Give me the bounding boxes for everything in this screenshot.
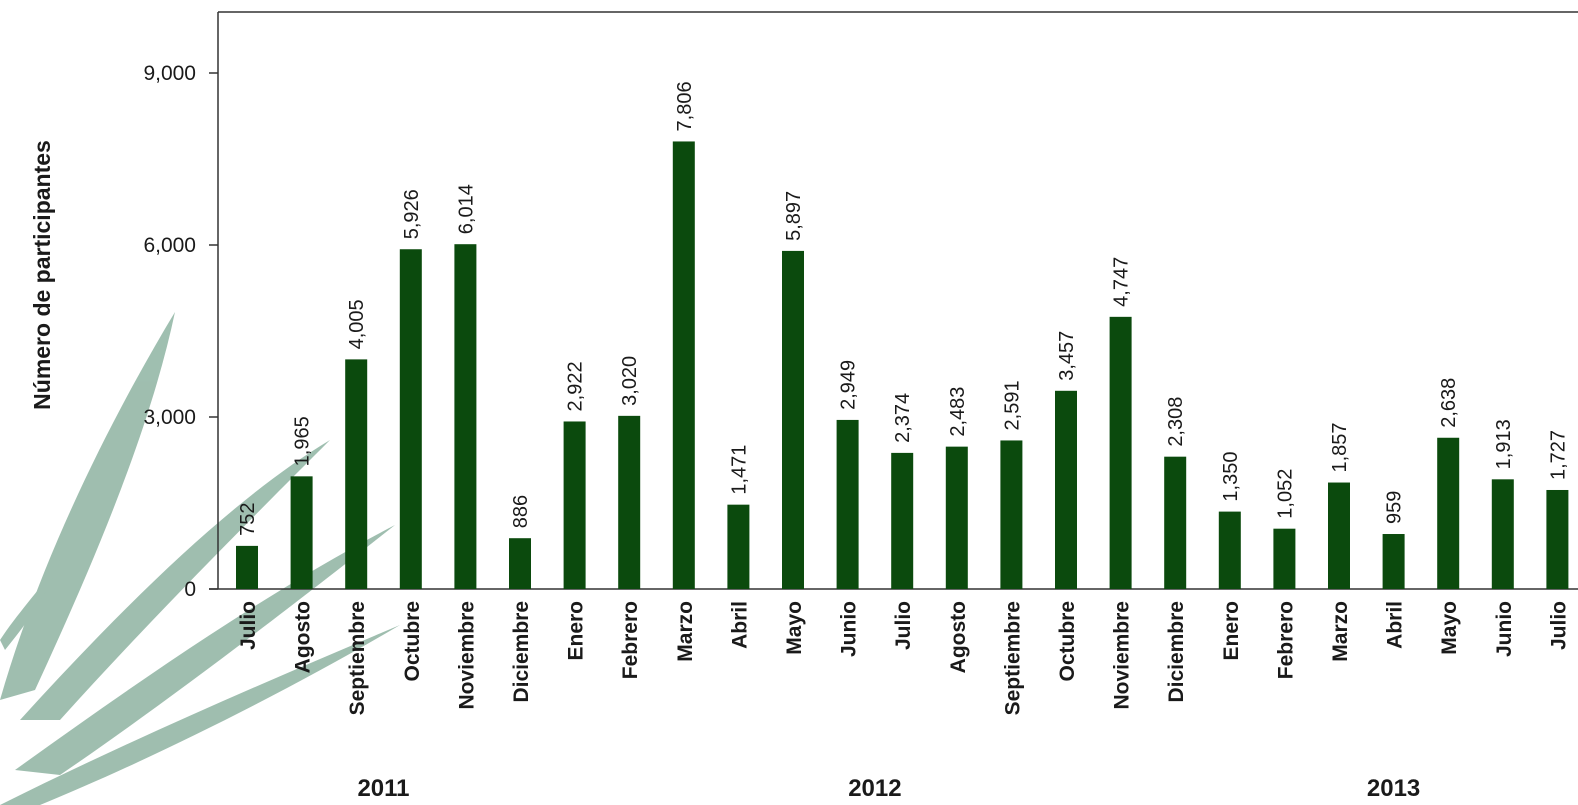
bar	[1328, 482, 1350, 589]
value-label: 2,374	[892, 393, 914, 443]
bar	[782, 250, 804, 589]
category-label: Noviembre	[1111, 601, 1134, 710]
value-label: 2,638	[1438, 378, 1460, 428]
bar	[836, 419, 859, 589]
category-label: Mayo	[783, 601, 806, 655]
y-axis-title: Número de participantes	[29, 140, 55, 410]
category-label: Agosto	[947, 601, 970, 673]
year-label: 2013	[1367, 775, 1420, 802]
value-label: 2,949	[838, 360, 860, 410]
background-leaf-decoration	[0, 312, 400, 805]
category-label: Marzo	[1329, 601, 1352, 662]
bar	[509, 538, 531, 589]
category-label: Julio	[892, 601, 915, 650]
plot-frame	[217, 11, 1578, 589]
year-label: 2011	[357, 775, 409, 802]
bar	[1491, 479, 1514, 589]
bar	[1109, 316, 1132, 589]
value-label: 752	[237, 503, 259, 536]
category-labels: Julio Agosto Septiembre Octubre Noviembre Dic…	[237, 601, 1570, 715]
value-label: 5,926	[401, 189, 423, 239]
bar	[891, 452, 914, 589]
y-tick-label: 6,000	[143, 234, 196, 257]
category-label: Junio	[1493, 601, 1516, 657]
category-label: Enero	[1220, 601, 1243, 661]
value-label: 6,014	[455, 184, 477, 234]
value-label: 2,483	[947, 387, 969, 437]
category-label: Julio	[237, 601, 260, 650]
year-label: 2012	[848, 775, 901, 802]
bars	[236, 141, 1569, 589]
bar	[1164, 456, 1187, 589]
value-label: 4,005	[346, 299, 368, 349]
y-axis-ticks: 0 3,000 6,000 9,000	[143, 62, 218, 601]
bar	[563, 421, 586, 589]
bar	[618, 415, 641, 589]
bar	[1382, 534, 1405, 589]
value-label: 2,591	[1001, 380, 1023, 430]
category-label: Agosto	[292, 601, 315, 673]
category-label: Septiembre	[1001, 601, 1024, 715]
bar	[1218, 511, 1241, 589]
value-label: 2,308	[1165, 397, 1187, 447]
value-label: 959	[1384, 491, 1406, 524]
value-label: 3,457	[1056, 331, 1078, 381]
value-label: 1,857	[1329, 422, 1351, 472]
value-labels: 752 1,965 4,005 5,926 6,014 886 2,922 3,020 7,80…	[237, 81, 1569, 535]
bar	[454, 244, 477, 589]
bar	[399, 249, 422, 589]
category-label: Julio	[1547, 601, 1570, 650]
category-label: Abril	[1384, 601, 1407, 649]
y-tick-label: 9,000	[143, 62, 196, 85]
category-label: Febrero	[1274, 601, 1297, 679]
category-label: Junio	[838, 601, 861, 657]
category-label: Diciembre	[1165, 601, 1188, 703]
category-label: Septiembre	[346, 601, 369, 715]
category-label: Febrero	[619, 601, 642, 679]
y-tick-label: 3,000	[143, 406, 196, 429]
value-label: 7,806	[674, 81, 696, 131]
bar	[345, 359, 368, 589]
value-label: 1,052	[1274, 469, 1296, 519]
value-label: 1,350	[1220, 452, 1242, 502]
year-labels: 2011 2012 2013	[357, 775, 1420, 802]
bar	[1437, 437, 1460, 589]
bar	[672, 141, 695, 589]
category-label: Abril	[728, 601, 751, 649]
bar	[945, 446, 968, 589]
category-label: Diciembre	[510, 601, 533, 703]
value-label: 886	[510, 495, 532, 528]
value-label: 1,471	[728, 445, 750, 495]
value-label: 1,727	[1547, 430, 1569, 480]
value-label: 5,897	[783, 191, 805, 241]
category-label: Octubre	[401, 601, 424, 682]
value-label: 2,922	[565, 361, 587, 411]
bar	[1000, 440, 1023, 589]
bar	[1055, 390, 1077, 589]
y-tick-label: 0	[184, 578, 196, 601]
category-label: Mayo	[1438, 601, 1461, 655]
bar	[290, 476, 313, 589]
value-label: 3,020	[619, 356, 641, 406]
value-label: 1,913	[1493, 419, 1515, 469]
category-label: Enero	[565, 601, 588, 661]
category-label: Octubre	[1056, 601, 1079, 682]
category-label: Marzo	[674, 601, 697, 662]
value-label: 1,965	[292, 416, 314, 466]
value-label: 4,747	[1111, 257, 1133, 307]
category-label: Noviembre	[455, 601, 478, 710]
bar	[727, 504, 750, 589]
bar	[1273, 528, 1296, 589]
bar	[1546, 489, 1569, 589]
bar	[236, 545, 258, 589]
